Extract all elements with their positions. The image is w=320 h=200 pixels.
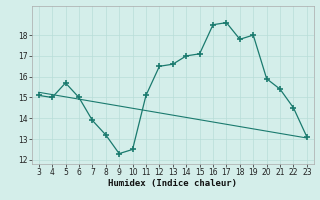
X-axis label: Humidex (Indice chaleur): Humidex (Indice chaleur): [108, 179, 237, 188]
